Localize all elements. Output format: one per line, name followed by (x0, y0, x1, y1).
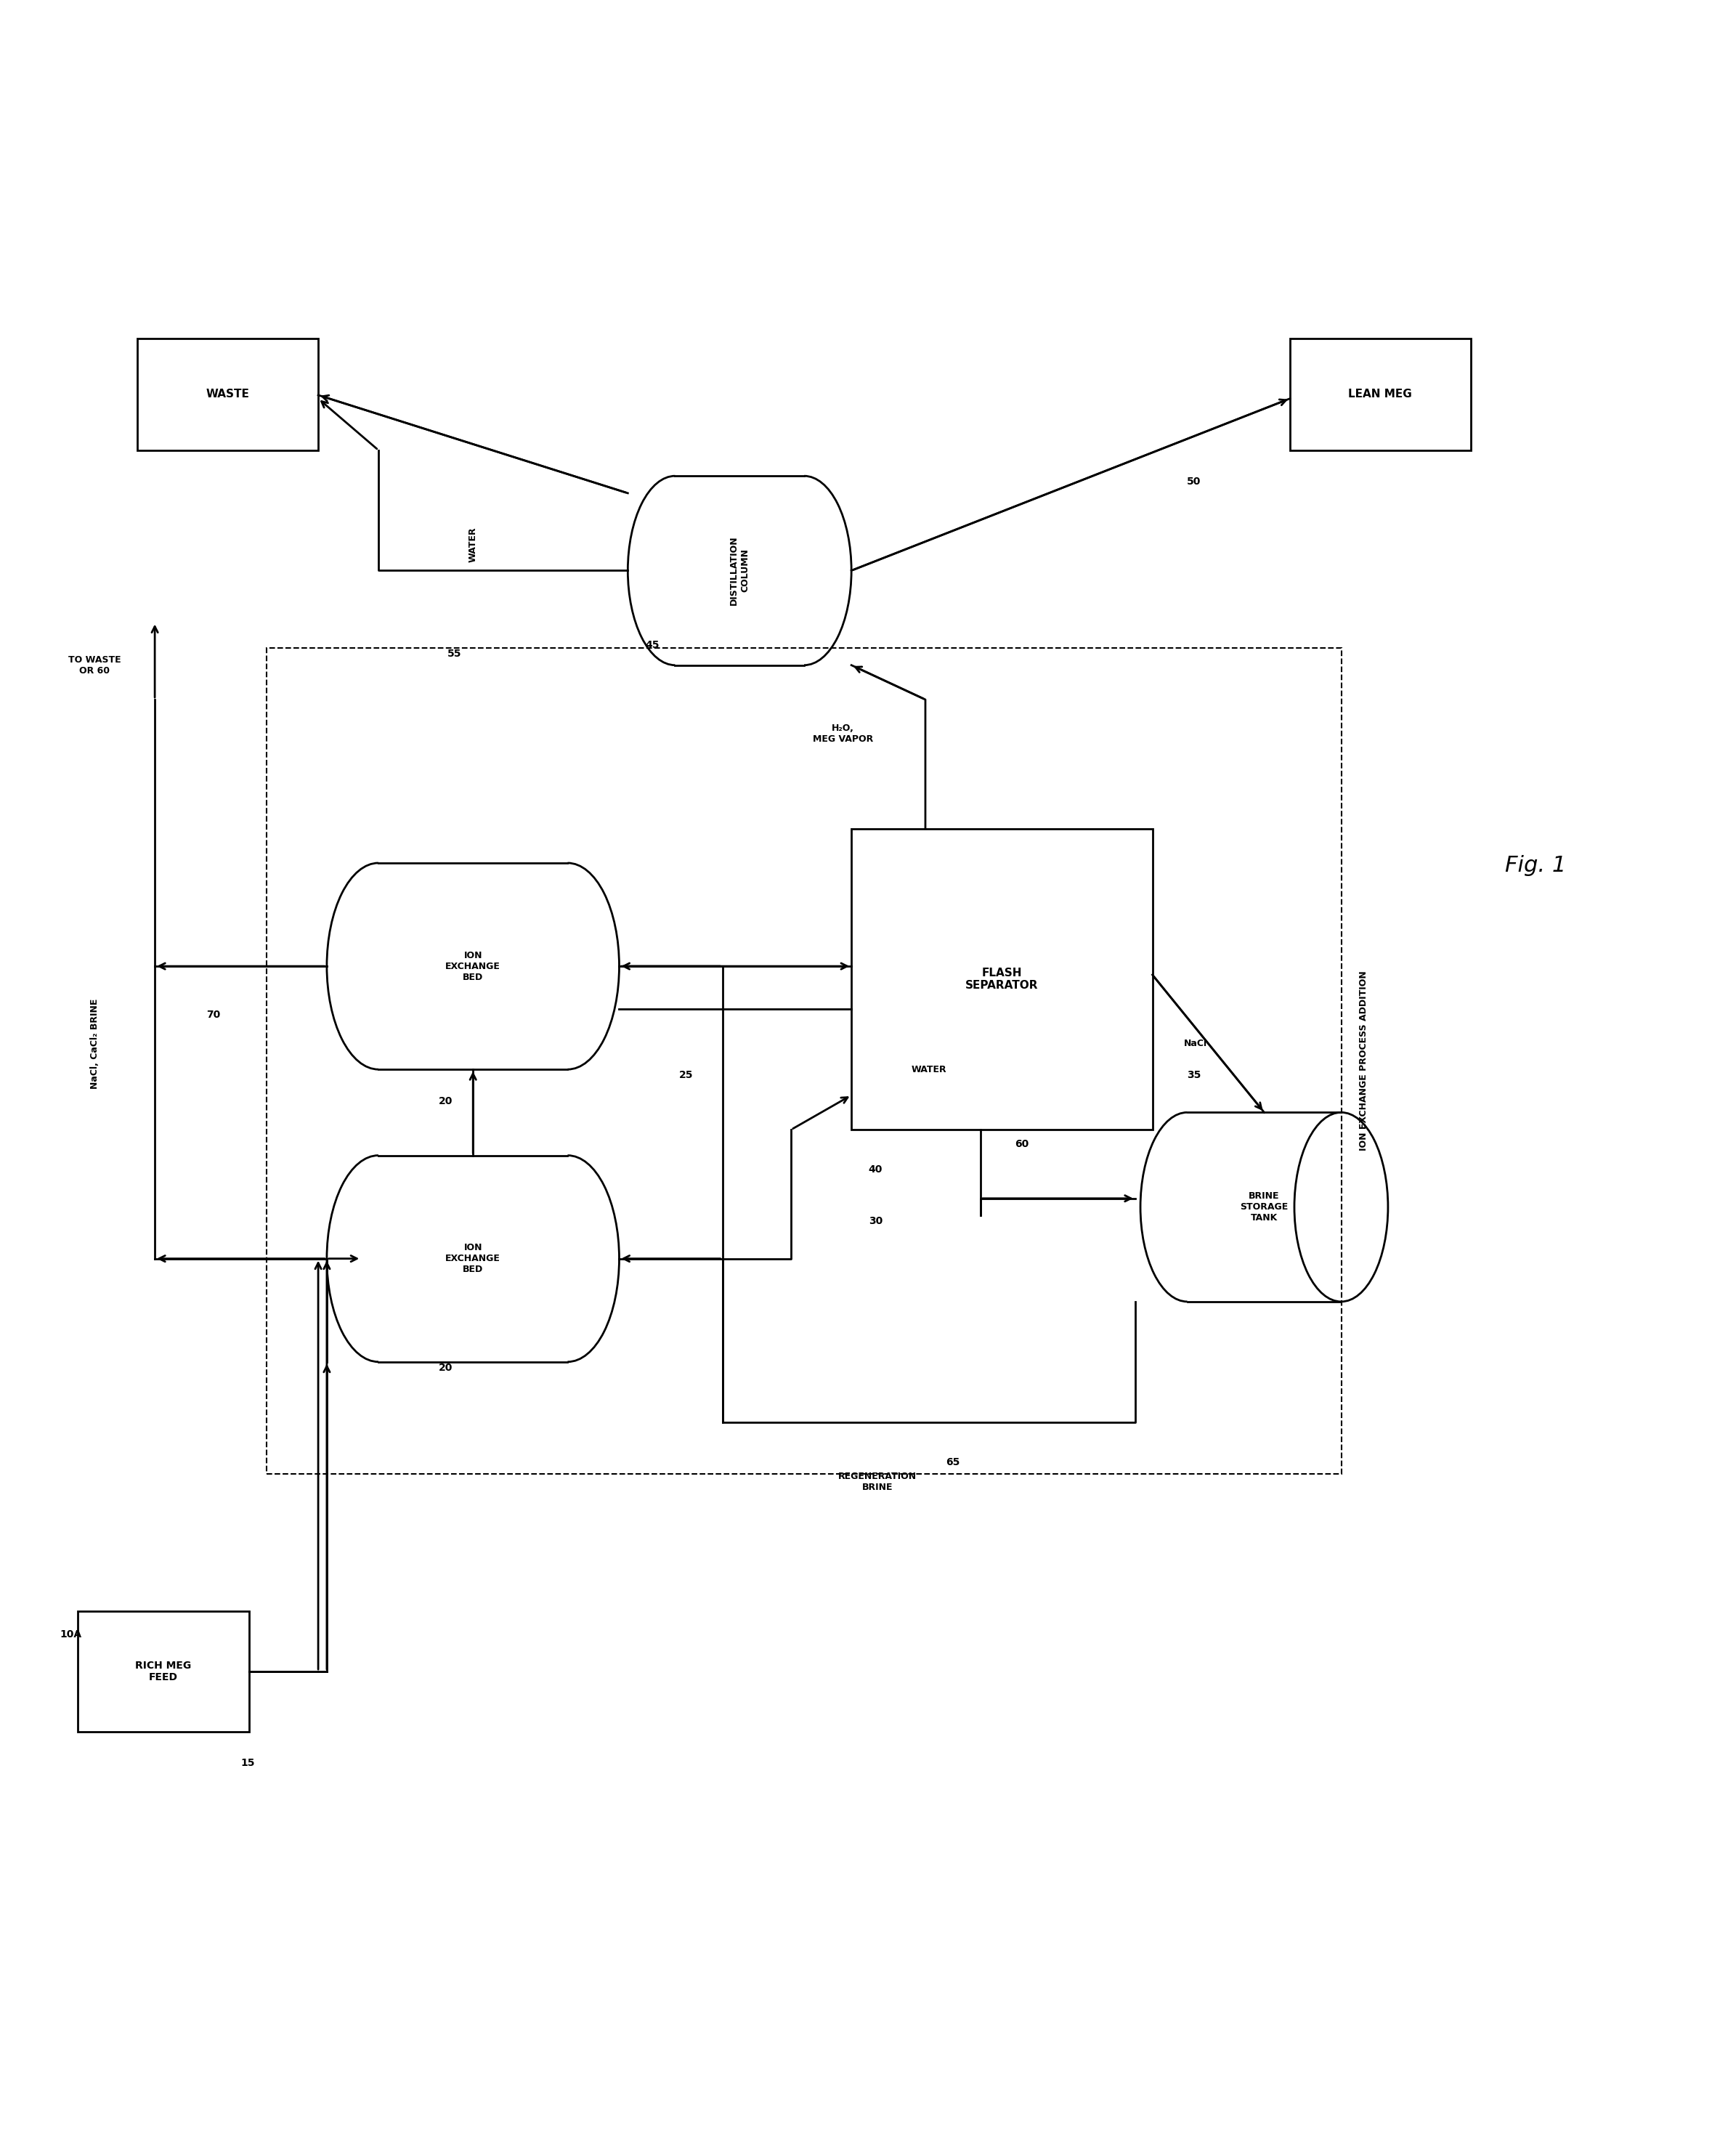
Text: 65: 65 (946, 1457, 960, 1468)
Bar (851, 828, 1152, 1130)
Text: 40: 40 (869, 1164, 882, 1175)
Text: 15: 15 (241, 1757, 255, 1768)
Bar (267, 649, 1342, 1475)
Text: ION
EXCHANGE
BED: ION EXCHANGE BED (445, 951, 501, 981)
Bar (138, 338, 318, 451)
Text: BRINE
STORAGE
TANK: BRINE STORAGE TANK (1240, 1192, 1288, 1222)
Text: RICH MEG
FEED: RICH MEG FEED (136, 1660, 191, 1682)
Text: 50: 50 (1187, 476, 1201, 487)
Text: NaCl, CaCl₂ BRINE: NaCl, CaCl₂ BRINE (89, 998, 100, 1089)
Text: 25: 25 (679, 1069, 693, 1080)
Text: WASTE: WASTE (206, 388, 249, 399)
Text: 60: 60 (1015, 1138, 1029, 1149)
Text: 55: 55 (447, 649, 461, 660)
Text: FLASH
SEPARATOR: FLASH SEPARATOR (965, 968, 1039, 992)
Bar (1290, 338, 1471, 451)
Text: ION EXCHANGE PROCESS ADDITION: ION EXCHANGE PROCESS ADDITION (1359, 970, 1369, 1151)
Text: 45: 45 (645, 640, 659, 651)
Text: NaCl: NaCl (1183, 1039, 1207, 1048)
Text: DISTILLATION
COLUMN: DISTILLATION COLUMN (729, 537, 750, 606)
Text: H₂O,
MEG VAPOR: H₂O, MEG VAPOR (812, 724, 874, 744)
Text: ION
EXCHANGE
BED: ION EXCHANGE BED (445, 1244, 501, 1274)
Text: WATER: WATER (912, 1065, 946, 1074)
Text: 30: 30 (869, 1216, 882, 1227)
Text: 70: 70 (206, 1009, 220, 1020)
Text: 20: 20 (439, 1363, 452, 1373)
Bar (77, 1611, 249, 1731)
Text: TO WASTE
OR 60: TO WASTE OR 60 (69, 655, 120, 675)
Text: Fig. 1: Fig. 1 (1505, 856, 1567, 875)
Text: 35: 35 (1187, 1069, 1201, 1080)
Text: REGENERATION
BRINE: REGENERATION BRINE (838, 1473, 917, 1492)
Text: 10A: 10A (60, 1630, 83, 1639)
Text: 20: 20 (439, 1095, 452, 1106)
Text: WATER: WATER (468, 526, 478, 563)
Text: LEAN MEG: LEAN MEG (1348, 388, 1412, 399)
